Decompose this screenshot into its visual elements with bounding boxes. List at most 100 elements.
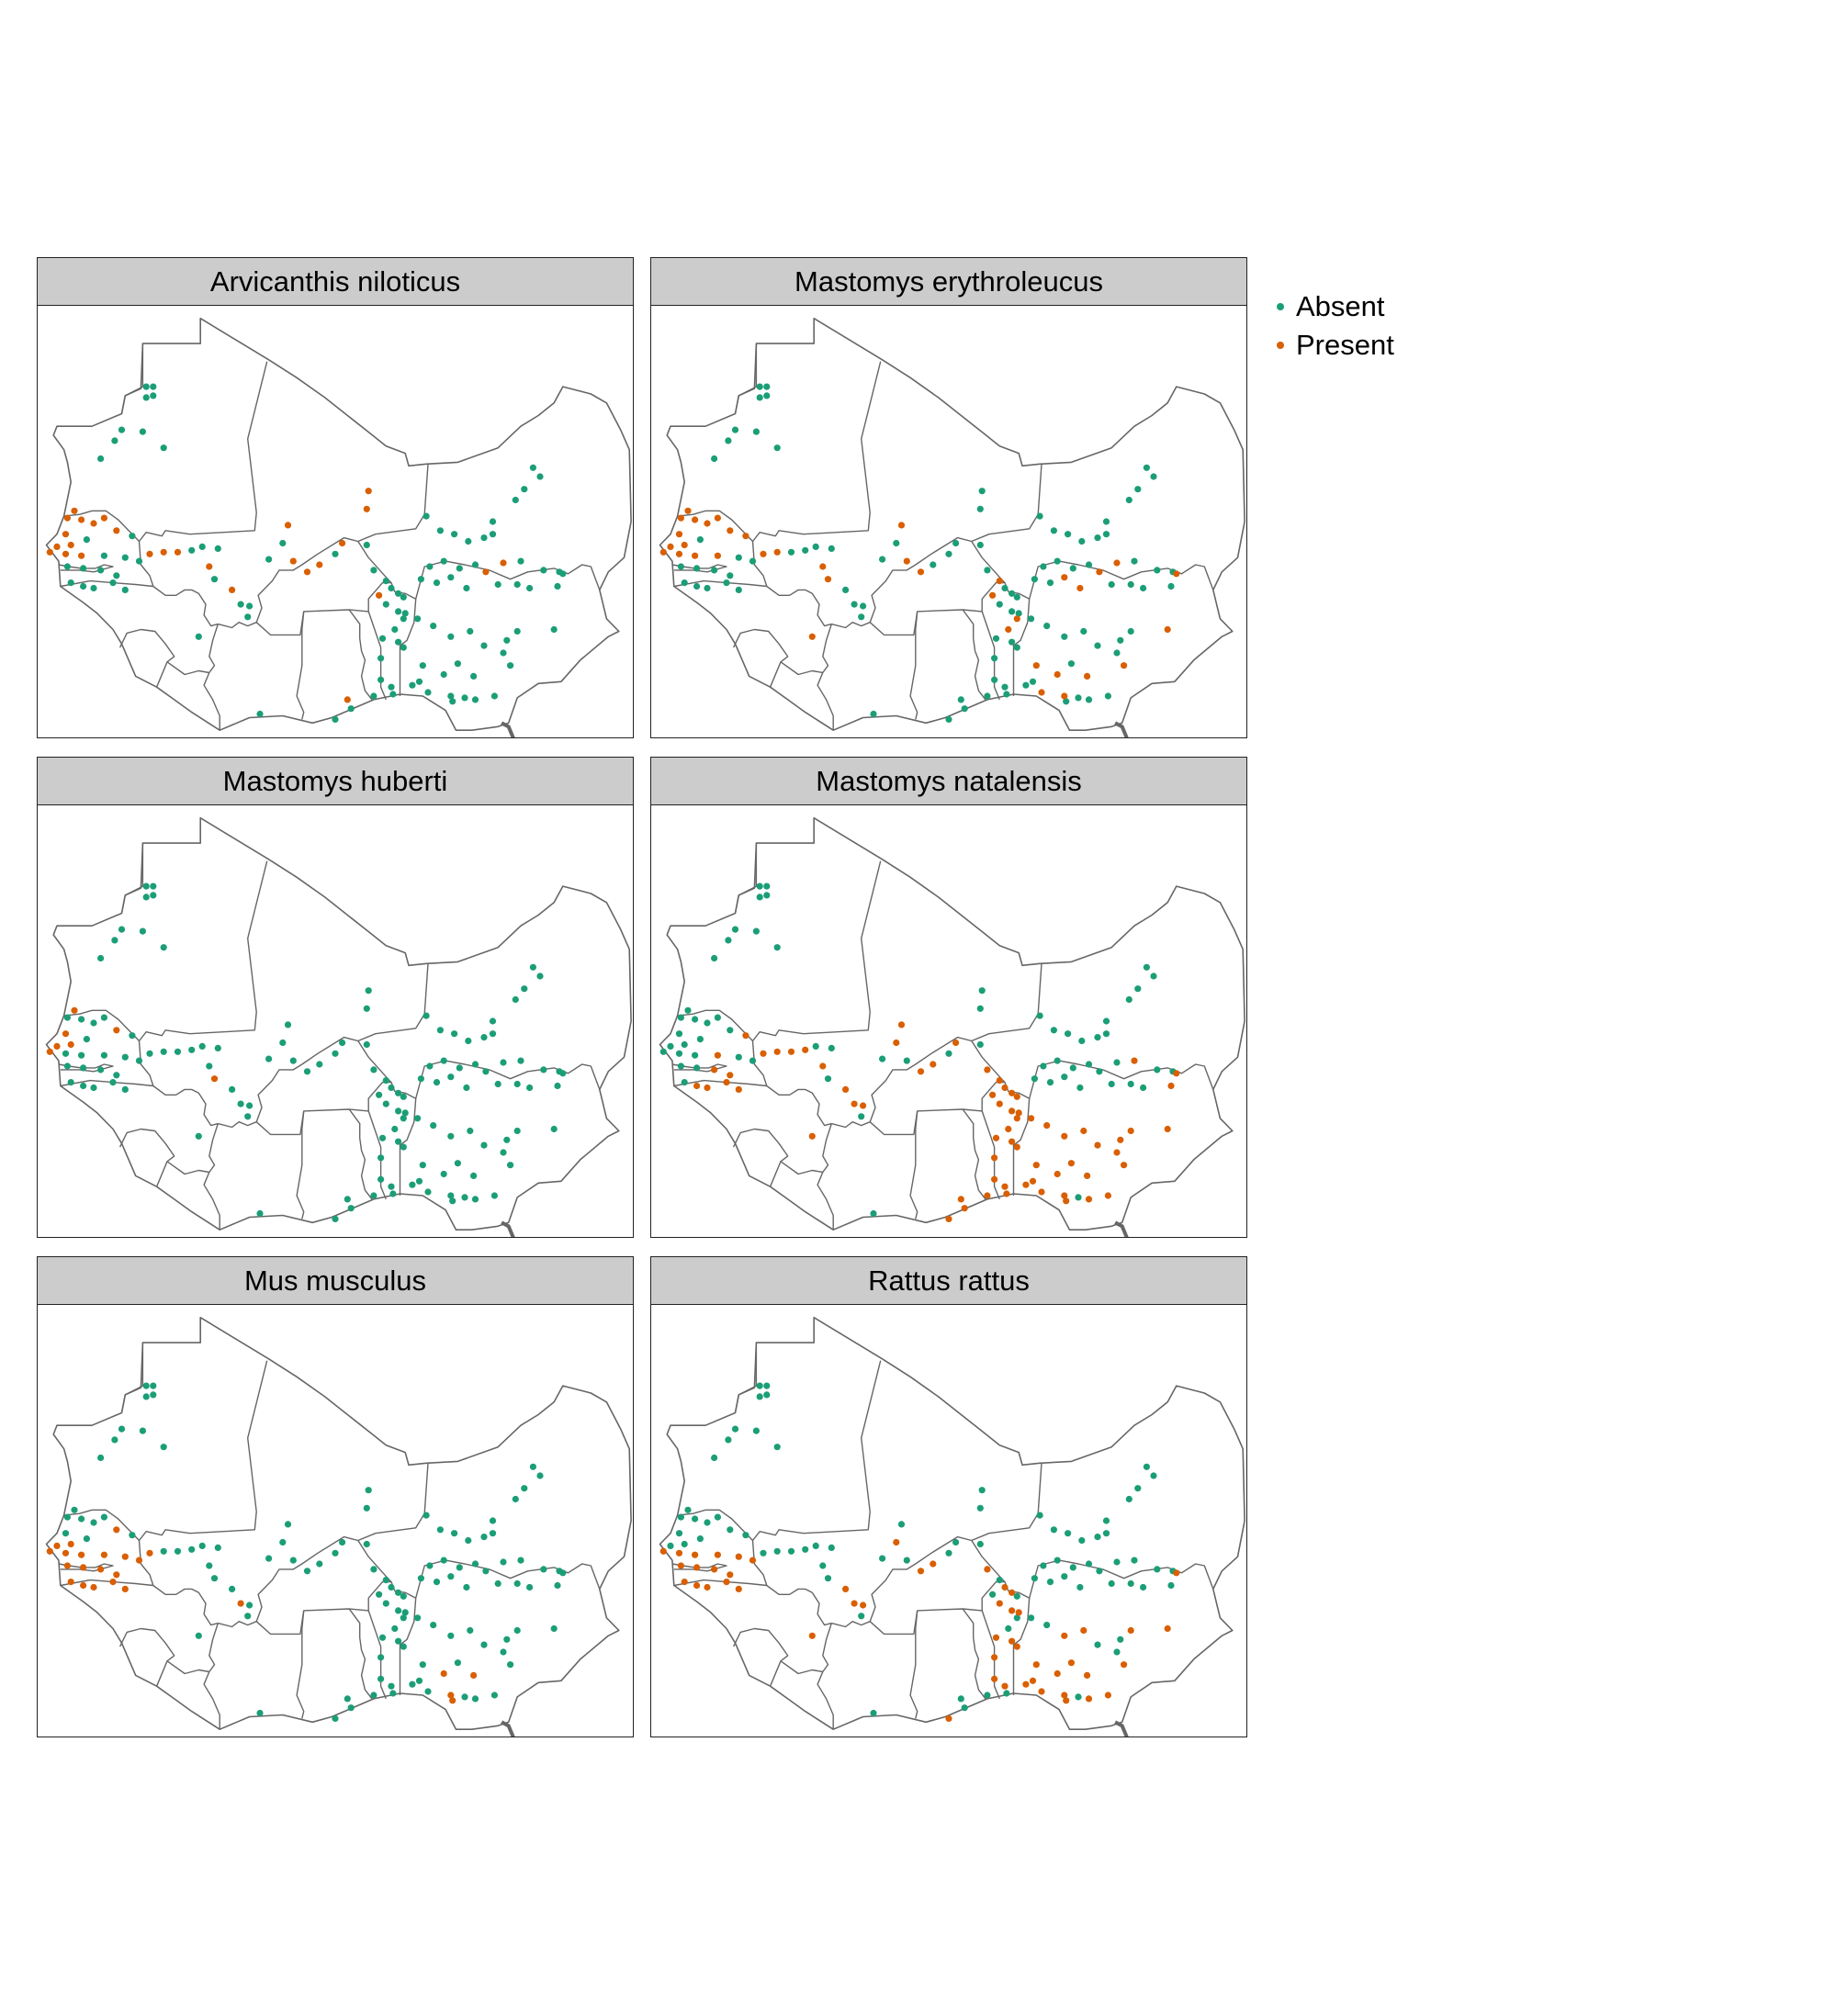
- site-point-absent: [150, 882, 157, 890]
- site-point-absent: [400, 615, 407, 623]
- country-border: [869, 464, 1042, 623]
- site-point-present: [711, 1066, 718, 1073]
- site-point-absent: [756, 894, 763, 901]
- site-point-absent: [78, 1051, 85, 1059]
- map-svg: [45, 816, 632, 1237]
- site-point-absent: [419, 662, 426, 669]
- site-point-absent: [377, 1154, 385, 1162]
- site-point-absent: [436, 1526, 444, 1534]
- site-point-absent: [727, 1526, 734, 1534]
- site-point-absent: [456, 1564, 463, 1571]
- site-point-absent: [90, 584, 97, 592]
- site-point-absent: [447, 633, 455, 640]
- site-point-absent: [494, 580, 501, 589]
- site-point-absent: [903, 1557, 910, 1564]
- site-point-absent: [83, 1535, 90, 1543]
- site-point-absent: [100, 1513, 107, 1521]
- site-point-absent: [400, 1115, 407, 1122]
- site-point-absent: [517, 1057, 524, 1064]
- site-point-present: [1080, 1626, 1087, 1635]
- site-point-absent: [677, 1513, 684, 1521]
- site-point-absent: [142, 882, 150, 890]
- site-point-absent: [976, 1540, 984, 1548]
- site-point-absent: [417, 1075, 424, 1083]
- site-point-absent: [423, 512, 430, 520]
- site-point-absent: [409, 1181, 416, 1188]
- site-point-absent: [1069, 1564, 1076, 1571]
- site-point-present: [365, 488, 372, 495]
- country-border: [677, 1360, 882, 1542]
- site-point-absent: [731, 926, 739, 933]
- site-point-absent: [265, 1555, 273, 1562]
- site-point-absent: [456, 565, 463, 572]
- site-point-absent: [424, 1188, 432, 1196]
- site-point-present: [62, 550, 70, 557]
- site-point-absent: [365, 987, 372, 995]
- site-point-absent: [150, 392, 157, 399]
- site-point-absent: [756, 1393, 763, 1400]
- site-point-absent: [246, 1602, 254, 1609]
- site-point-present: [1005, 1125, 1012, 1133]
- country-border: [255, 1540, 392, 1635]
- site-point-absent: [704, 1519, 711, 1526]
- site-point-absent: [100, 1051, 107, 1059]
- site-point-present: [1015, 1109, 1022, 1117]
- site-point-absent: [851, 601, 858, 608]
- country-border: [732, 1627, 789, 1687]
- site-point-present: [1121, 1661, 1128, 1669]
- site-point-present: [1001, 1583, 1009, 1591]
- country-border: [255, 1463, 429, 1622]
- site-point-absent: [388, 584, 395, 592]
- site-point-absent: [1022, 681, 1030, 689]
- site-point-absent: [480, 1641, 488, 1648]
- site-point-absent: [787, 1547, 795, 1555]
- site-point-absent: [659, 1048, 667, 1055]
- site-point-present: [78, 1551, 85, 1558]
- site-point-present: [1173, 570, 1180, 578]
- site-point-absent: [129, 533, 136, 540]
- country-border: [822, 1623, 832, 1672]
- site-point-present: [677, 514, 684, 522]
- site-point-absent: [1117, 1635, 1124, 1643]
- site-point-absent: [426, 1062, 434, 1070]
- site-point-present: [984, 1566, 991, 1573]
- site-point-present: [824, 576, 832, 583]
- site-point-absent: [465, 1037, 472, 1045]
- site-point-absent: [391, 1125, 399, 1133]
- site-point-absent: [97, 455, 105, 463]
- site-point-present: [53, 1542, 61, 1549]
- site-point-present: [675, 1549, 683, 1557]
- site-point-absent: [763, 892, 771, 899]
- site-point-absent: [78, 1515, 85, 1523]
- site-point-absent: [494, 1579, 501, 1588]
- site-point-absent: [812, 1042, 819, 1050]
- site-point-absent: [480, 642, 488, 649]
- facet-strip: Mastomys natalensis: [650, 757, 1247, 805]
- site-point-present: [991, 1154, 998, 1162]
- site-point-absent: [692, 1515, 699, 1523]
- site-point-present: [1032, 1661, 1040, 1669]
- site-point-absent: [1094, 1534, 1101, 1541]
- site-point-absent: [80, 582, 87, 590]
- site-point-absent: [1150, 972, 1157, 980]
- coastline-detail: [1114, 1220, 1129, 1237]
- country-border: [255, 541, 392, 636]
- country-border: [348, 1608, 373, 1700]
- site-point-present: [113, 527, 120, 534]
- site-point-absent: [802, 546, 809, 554]
- site-point-present: [1009, 1089, 1016, 1096]
- site-point-absent: [1013, 1592, 1020, 1600]
- site-point-absent: [503, 636, 511, 644]
- site-point-absent: [67, 579, 74, 587]
- site-point-present: [945, 1714, 952, 1722]
- country-border: [208, 1623, 219, 1672]
- site-point-absent: [246, 1102, 254, 1109]
- country-border: [120, 343, 144, 414]
- site-point-absent: [303, 1068, 311, 1075]
- site-point-absent: [1125, 995, 1132, 1004]
- site-point-present: [500, 559, 507, 567]
- country-border: [120, 1343, 144, 1413]
- site-point-present: [1063, 1697, 1070, 1704]
- site-point-absent: [135, 1057, 143, 1064]
- site-point-absent: [363, 1005, 370, 1012]
